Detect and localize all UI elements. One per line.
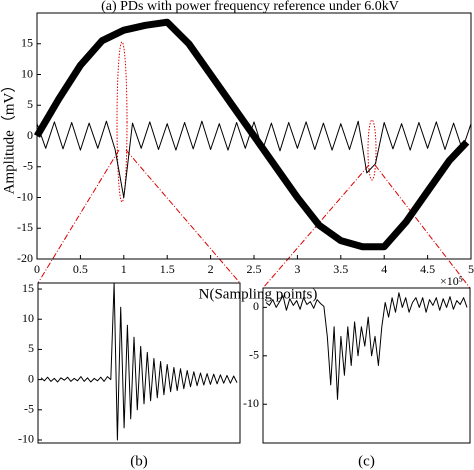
y-tick-label: 10 (21, 66, 33, 80)
y-tick-label: -15 (17, 220, 33, 234)
x-tick-label: 1 (121, 262, 127, 276)
x-tick-label: 5 (468, 262, 474, 276)
zoom-ellipse (367, 119, 377, 181)
y-tick-label: 0 (253, 299, 259, 313)
x-tick-label: 1.5 (160, 262, 175, 276)
zoom-ellipse (116, 41, 128, 203)
y-tick-label: -10 (18, 432, 34, 446)
signal-line (33, 18, 470, 251)
plot-frame (37, 282, 241, 444)
y-tick-label: 15 (22, 281, 34, 295)
x-tick-label: 4 (381, 262, 387, 276)
signal-line (40, 282, 238, 441)
y-tick-label: 0 (28, 371, 34, 385)
y-tick-label: 10 (22, 311, 34, 325)
signal-line (265, 292, 468, 400)
chart-title: (a) PDs with power frequency reference u… (101, 0, 399, 14)
y-axis-label: Amplitude（mV） (0, 78, 17, 195)
y-tick-label: -20 (17, 251, 33, 265)
y-tick-label: 5 (27, 97, 33, 111)
y-tick-label: 5 (28, 341, 34, 355)
x-multiplier: ×10⁵ (440, 274, 463, 288)
y-tick-label: -5 (23, 159, 33, 173)
x-axis-label: N(Sampling points) (199, 286, 318, 302)
plot-frame (262, 287, 471, 444)
panel-label: (c) (358, 453, 375, 469)
zoom-lines (37, 149, 471, 289)
y-tick-label: -10 (17, 189, 33, 203)
x-tick-label: 3.5 (333, 262, 348, 276)
x-tick-label: 2.5 (247, 262, 262, 276)
y-tick-label: -10 (243, 396, 259, 410)
signal-line (36, 120, 472, 198)
x-tick-label: 0 (34, 262, 40, 276)
x-tick-label: 4.5 (420, 262, 435, 276)
y-tick-label: -5 (249, 348, 259, 362)
y-tick-label: 0 (27, 128, 33, 142)
x-tick-label: 0.5 (73, 262, 88, 276)
panel-label: (b) (130, 453, 148, 469)
x-tick-label: 2 (208, 262, 214, 276)
y-tick-label: 15 (21, 36, 33, 50)
x-tick-label: 3 (294, 262, 300, 276)
y-tick-label: -5 (24, 402, 34, 416)
